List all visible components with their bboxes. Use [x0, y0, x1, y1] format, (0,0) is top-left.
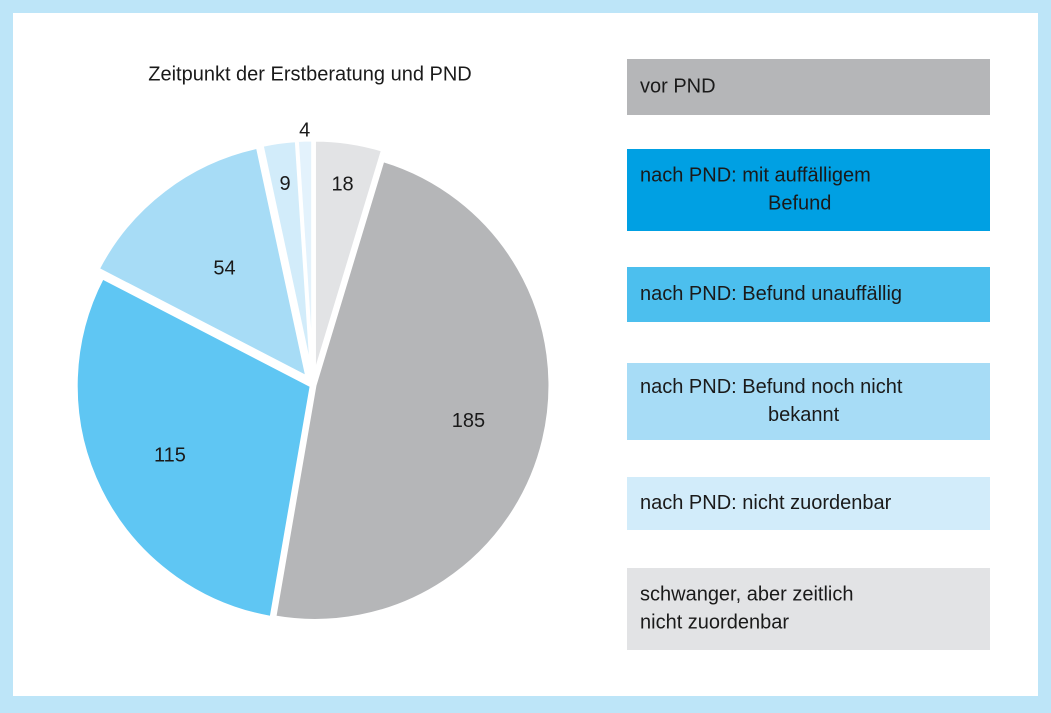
pie-slice [312, 138, 385, 376]
slice-label: 115 [154, 444, 186, 466]
slice-label: 9 [279, 173, 290, 195]
pie-slice [96, 145, 310, 380]
chart-title: Zeitpunkt der Erstberatung und PND [148, 63, 472, 85]
legend-label: schwanger, aber zeitlich [640, 583, 853, 605]
legend-box [627, 568, 990, 650]
legend-label: nach PND: Befund noch nicht [640, 376, 903, 398]
legend-label: nach PND: mit auffälligem [640, 164, 871, 186]
pie-slice [273, 158, 552, 622]
legend-label: bekannt [768, 404, 840, 426]
slice-label: 18 [331, 173, 353, 195]
legend-box [627, 59, 990, 115]
pie-slice [295, 138, 315, 376]
legend-label: vor PND [640, 75, 716, 97]
pie-slice [74, 275, 313, 620]
legend-label: Befund [768, 192, 831, 214]
legend-box [627, 363, 990, 440]
legend-label: nicht zuordenbar [640, 611, 789, 633]
legend-label: nach PND: Befund unauffällig [640, 283, 902, 305]
slice-label: 54 [213, 258, 235, 280]
legend-label: nach PND: nicht zuordenbar [640, 492, 892, 514]
slice-label: 185 [452, 410, 485, 432]
legend-box [627, 477, 990, 530]
legend-box [627, 149, 990, 231]
legend-box [627, 267, 990, 322]
slice-label: 4 [299, 120, 310, 142]
